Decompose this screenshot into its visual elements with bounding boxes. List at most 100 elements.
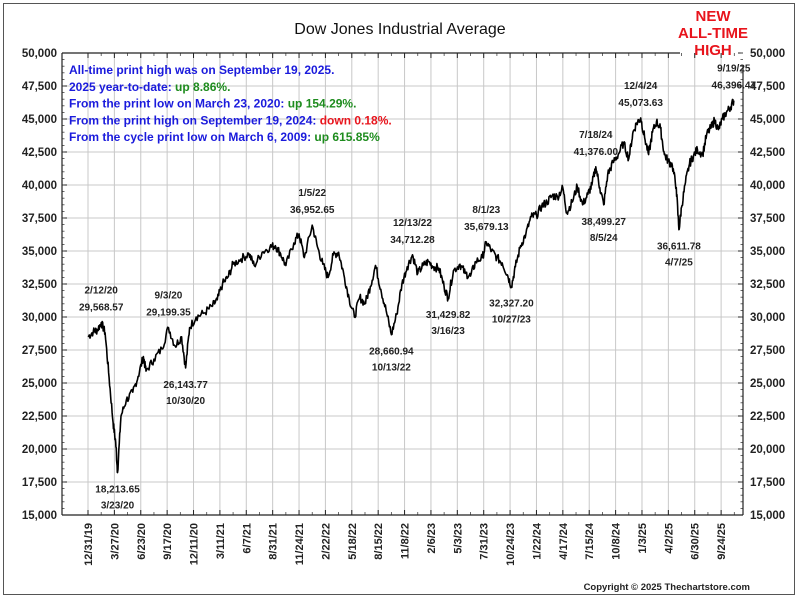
x-tick-label: 3/11/21 — [215, 523, 227, 559]
x-tick-label: 8/31/21 — [268, 523, 280, 560]
y-tick-label-right: 42,500 — [750, 147, 785, 159]
annotation-value: 46,396.47 — [712, 81, 757, 92]
annotation: 7/18/24 41,376.00 — [574, 130, 619, 158]
y-tick-label-right: 27,500 — [750, 345, 785, 357]
annotation-value: 41,376.00 — [574, 147, 619, 158]
annotation-date: 12/13/22 — [393, 218, 432, 229]
annotation: 36,611.78 4/7/25 — [657, 242, 701, 269]
annotation: 8/1/23 35,679.13 — [464, 205, 509, 233]
annotation-value: 26,143.77 — [163, 380, 208, 391]
x-tick-label: 4/2/25 — [663, 523, 675, 554]
x-tick-label: 12/11/20 — [189, 523, 201, 565]
annotation: 1/5/22 36,952.65 — [290, 188, 335, 216]
annotation-date: 8/5/24 — [590, 233, 618, 244]
x-tick-label: 2/22/22 — [320, 523, 332, 560]
y-tick-label-left: 47,500 — [22, 81, 57, 93]
x-tick-label: 7/15/24 — [584, 522, 596, 560]
y-tick-label-right: 47,500 — [750, 81, 785, 93]
annotation: 12/13/22 34,712.28 — [390, 218, 435, 246]
x-tick-label: 6/7/21 — [241, 523, 253, 554]
gridlines — [62, 53, 743, 515]
info-segment: From the print high on September 19, 202… — [69, 113, 320, 127]
x-tick-label: 5/18/22 — [347, 523, 359, 560]
chart-title: Dow Jones Industrial Average — [294, 21, 505, 38]
annotation-value: 29,199.35 — [146, 308, 191, 319]
y-tick-label-right: 15,000 — [750, 510, 785, 522]
annotation-date: 2/12/20 — [85, 286, 119, 297]
info-line: From the print low on March 23, 2020: up… — [69, 97, 356, 111]
annotation-date: 1/5/22 — [298, 188, 326, 199]
x-tick-label: 7/31/23 — [479, 523, 491, 560]
x-tick-label: 6/23/20 — [136, 523, 148, 560]
annotation-value: 35,679.13 — [464, 222, 509, 233]
annotation: 12/4/24 45,073.63 — [618, 81, 663, 109]
callout-line: ALL-TIME — [678, 25, 748, 42]
annotation: 9/3/20 29,199.35 — [146, 291, 191, 319]
y-tick-label-left: 25,000 — [22, 378, 57, 390]
y-tick-label-right: 17,500 — [750, 477, 785, 489]
annotation-value: 29,568.57 — [79, 303, 124, 314]
y-axis-right: 15,000 17,500 20,000 22,500 25,000 27,500 30,0… — [750, 48, 785, 522]
series-djia — [87, 98, 735, 474]
annotation-value: 34,712.28 — [390, 235, 435, 246]
annotation-date: 10/13/22 — [372, 363, 411, 374]
annotation-value: 32,327.20 — [489, 298, 534, 309]
annotation-date: 7/18/24 — [579, 130, 613, 141]
x-tick-label: 9/24/25 — [716, 523, 728, 560]
callout-line: HIGH — [694, 42, 732, 59]
annotation-date: 4/7/25 — [665, 258, 693, 269]
y-tick-label-left: 30,000 — [22, 312, 57, 324]
x-tick-label: 10/8/24 — [611, 522, 623, 560]
y-tick-label-right: 25,000 — [750, 378, 785, 390]
annotation-value: 38,499.27 — [581, 217, 626, 228]
annotation-date: 9/3/20 — [155, 291, 183, 302]
axes — [61, 52, 744, 516]
y-tick-label-right: 20,000 — [750, 444, 785, 456]
annotation: 18,213.65 3/23/20 — [95, 485, 140, 512]
x-axis: 12/31/19 3/27/20 6/23/20 9/17/20 12/11/20 3/1… — [83, 522, 728, 566]
info-segment: From the print low on March 23, 2020: — [69, 97, 288, 111]
x-tick-label: 6/30/25 — [690, 523, 702, 560]
info-segment: up 154.29%. — [288, 97, 357, 111]
y-tick-label-left: 37,500 — [22, 213, 57, 225]
info-segment: From the cycle print low on March 6, 200… — [69, 130, 314, 144]
annotation-date: 9/19/25 — [717, 64, 751, 75]
info-line: All-time print high was on September 19,… — [69, 63, 334, 77]
info-line: From the print high on September 19, 202… — [69, 113, 392, 127]
annotation-date: 12/4/24 — [624, 81, 658, 92]
x-tick-label: 11/8/22 — [400, 523, 412, 559]
annotation: 2/12/20 29,568.57 — [79, 286, 124, 314]
info-line: 2025 year-to-date: up 8.86%. — [69, 80, 230, 94]
info-segment: 2025 year-to-date: — [69, 80, 175, 94]
y-tick-label-right: 40,000 — [750, 180, 785, 192]
copyright-text: Copyright © 2025 Thechartstore.com — [584, 582, 750, 593]
annotation-value: 36,952.65 — [290, 205, 335, 216]
callout-line: NEW — [696, 8, 732, 25]
y-tick-label-left: 42,500 — [22, 147, 57, 159]
annotation-value: 45,073.63 — [618, 98, 663, 109]
y-tick-label-right: 22,500 — [750, 411, 785, 423]
info-box: All-time print high was on September 19,… — [69, 63, 392, 144]
x-tick-label: 9/17/20 — [162, 523, 174, 560]
info-segment: down 0.18%. — [320, 113, 392, 127]
x-tick-label: 2/6/23 — [426, 523, 438, 554]
annotation: 31,429.82 3/16/23 — [426, 310, 471, 337]
annotation-date: 3/23/20 — [101, 501, 135, 512]
y-tick-label-right: 35,000 — [750, 246, 785, 258]
y-tick-label-left: 32,500 — [22, 279, 57, 291]
annotation-value: 31,429.82 — [426, 310, 471, 321]
x-tick-label: 12/31/19 — [83, 523, 95, 566]
series-line-djia — [87, 98, 735, 474]
info-segment: up 8.86%. — [175, 80, 230, 94]
x-tick-label: 8/15/22 — [373, 523, 385, 560]
x-tick-label: 5/3/23 — [452, 523, 464, 554]
annotation-date: 3/16/23 — [431, 326, 465, 337]
y-tick-label-left: 15,000 — [22, 510, 57, 522]
info-segment: All-time print high was on September 19,… — [69, 63, 334, 77]
info-segment: up 615.85% — [314, 130, 380, 144]
y-tick-label-right: 50,000 — [750, 48, 785, 60]
y-tick-label-left: 22,500 — [22, 411, 57, 423]
y-tick-label-right: 32,500 — [750, 279, 785, 291]
y-tick-label-left: 20,000 — [22, 444, 57, 456]
annotation: 32,327.20 10/27/23 — [489, 298, 534, 325]
